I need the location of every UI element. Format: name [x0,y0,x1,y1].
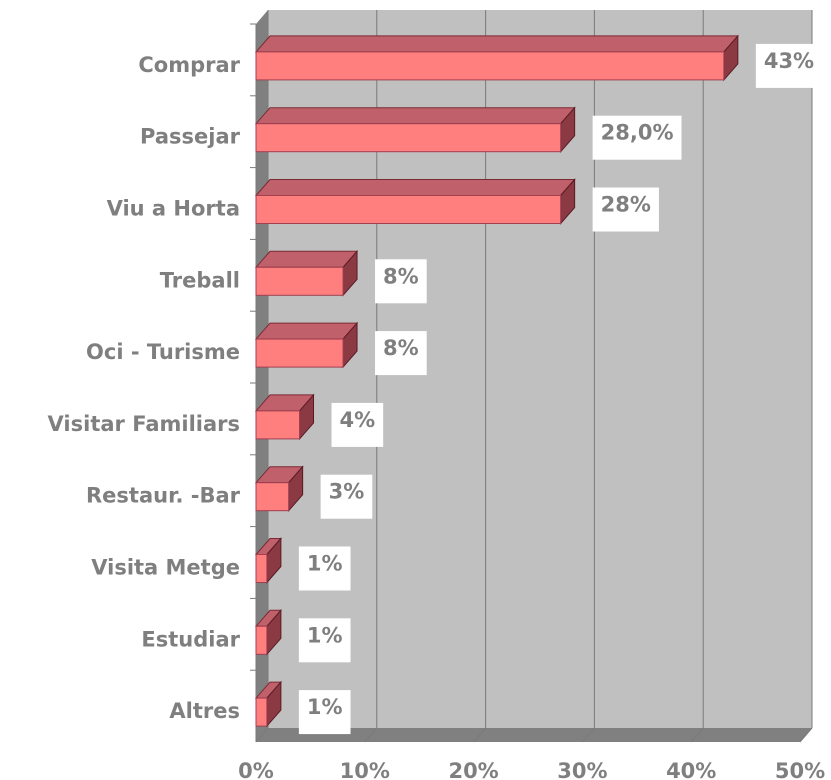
y-tick-label: Oci - Turisme [86,340,240,364]
bar [255,51,725,81]
bar [255,338,344,368]
x-tick-label: 50% [775,759,825,780]
value-label: 3% [329,480,365,504]
grid-line [473,727,486,743]
x-tick-label: 20% [448,759,498,780]
x-tick-label: 40% [666,759,716,780]
x-tick-label: 0% [238,759,274,780]
bar [255,195,562,224]
value-label: 28% [601,193,651,217]
bar [255,697,268,727]
value-label-box [375,259,427,304]
bar [255,554,268,583]
value-label-box [298,690,351,735]
value-label-box [592,187,659,232]
x-tick-label: 10% [340,759,390,780]
value-label: 1% [307,695,343,719]
y-tick-label: Viu a Horta [107,197,240,221]
y-tick-label: Treball [160,268,240,292]
value-label-box [298,546,351,591]
y-tick-label: Restaur. -Bar [86,484,241,508]
value-label: 1% [307,623,343,647]
bar [255,625,268,655]
value-label-box [375,331,427,376]
value-label-box [592,115,682,160]
y-tick-label: Visitar Familiars [48,412,240,436]
grid-line [255,727,269,743]
value-label-box [320,474,373,519]
bar-top [254,179,576,196]
grid-line [799,727,813,743]
floor [256,728,812,742]
bar [255,123,562,153]
y-tick-label: Comprar [138,53,240,77]
y-tick-label: Altres [169,699,240,723]
bar [255,266,344,296]
value-label: 4% [340,408,376,432]
bar-top [254,250,359,268]
value-label-box [755,43,823,88]
bar [255,482,290,512]
grid-line [364,727,378,743]
y-tick-label: Passejar [140,125,241,149]
bar-top [254,107,576,125]
grid-line [582,727,595,743]
value-label: 43% [764,49,814,73]
value-label-box [331,402,384,447]
value-label-box [298,618,351,663]
x-tick-label: 30% [557,759,607,780]
bar [255,410,301,440]
grid-line [690,727,704,743]
value-label: 8% [383,336,419,360]
y-tick-label: Estudiar [141,627,240,651]
value-label: 28,0% [601,121,674,145]
value-label: 1% [307,552,343,576]
bar-top [254,35,739,53]
y-tick-label: Visita Metge [91,556,240,580]
value-label: 8% [383,264,419,288]
bar-top [254,322,359,340]
